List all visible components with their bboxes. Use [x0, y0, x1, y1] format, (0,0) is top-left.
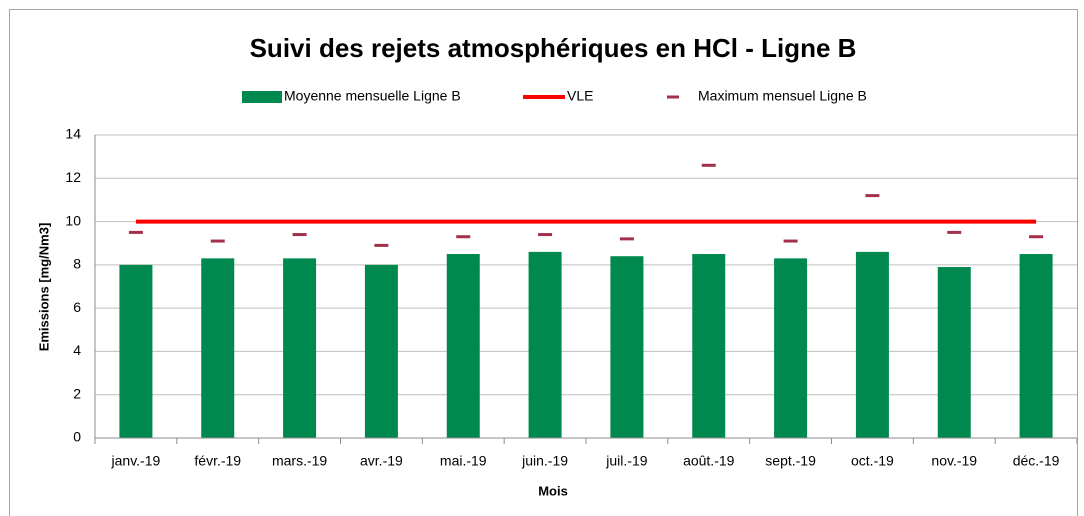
bar: [692, 254, 726, 438]
x-tick-label: févr.-19: [194, 453, 241, 469]
bar: [446, 254, 480, 438]
x-tick-label: sept.-19: [765, 453, 816, 469]
bar: [855, 251, 889, 438]
bar: [364, 264, 398, 438]
x-axis-title: Mois: [538, 483, 568, 498]
x-tick-label: août.-19: [683, 453, 735, 469]
bar: [1019, 254, 1053, 438]
x-tick-label: mai.-19: [440, 453, 487, 469]
bar: [283, 258, 317, 438]
y-axis-title: Emissions [mg/Nm3]: [36, 223, 51, 352]
y-tick-label: 8: [73, 256, 81, 272]
y-tick-label: 2: [73, 385, 81, 401]
bar: [119, 264, 153, 438]
bar: [528, 251, 562, 438]
x-tick-label: déc.-19: [1013, 453, 1060, 469]
legend-label: Moyenne mensuelle Ligne B: [284, 88, 461, 104]
x-tick-label: nov.-19: [931, 453, 977, 469]
chart-title: Suivi des rejets atmosphériques en HCl -…: [250, 33, 857, 63]
legend: Moyenne mensuelle Ligne B VLE Maximum mens…: [242, 88, 867, 104]
bar: [201, 258, 235, 438]
x-tick-label: janv.-19: [111, 453, 161, 469]
legend-label: VLE: [567, 88, 593, 104]
x-tick-label: avr.-19: [360, 453, 403, 469]
y-tick-label: 10: [65, 212, 81, 228]
bar: [610, 256, 644, 438]
x-tick-label: mars.-19: [272, 453, 327, 469]
bar: [774, 258, 808, 438]
legend-label: Maximum mensuel Ligne B: [698, 88, 867, 104]
x-tick-label: juin.-19: [521, 453, 568, 469]
x-tick-label: oct.-19: [851, 453, 894, 469]
y-tick-label: 6: [73, 299, 81, 315]
y-tick-label: 14: [65, 126, 81, 142]
x-tick-label: juil.-19: [605, 453, 647, 469]
y-tick-label: 12: [65, 169, 81, 185]
legend-swatch: [242, 91, 282, 103]
y-tick-label: 4: [73, 342, 81, 358]
bar: [937, 267, 971, 438]
y-tick-label: 0: [73, 429, 81, 445]
